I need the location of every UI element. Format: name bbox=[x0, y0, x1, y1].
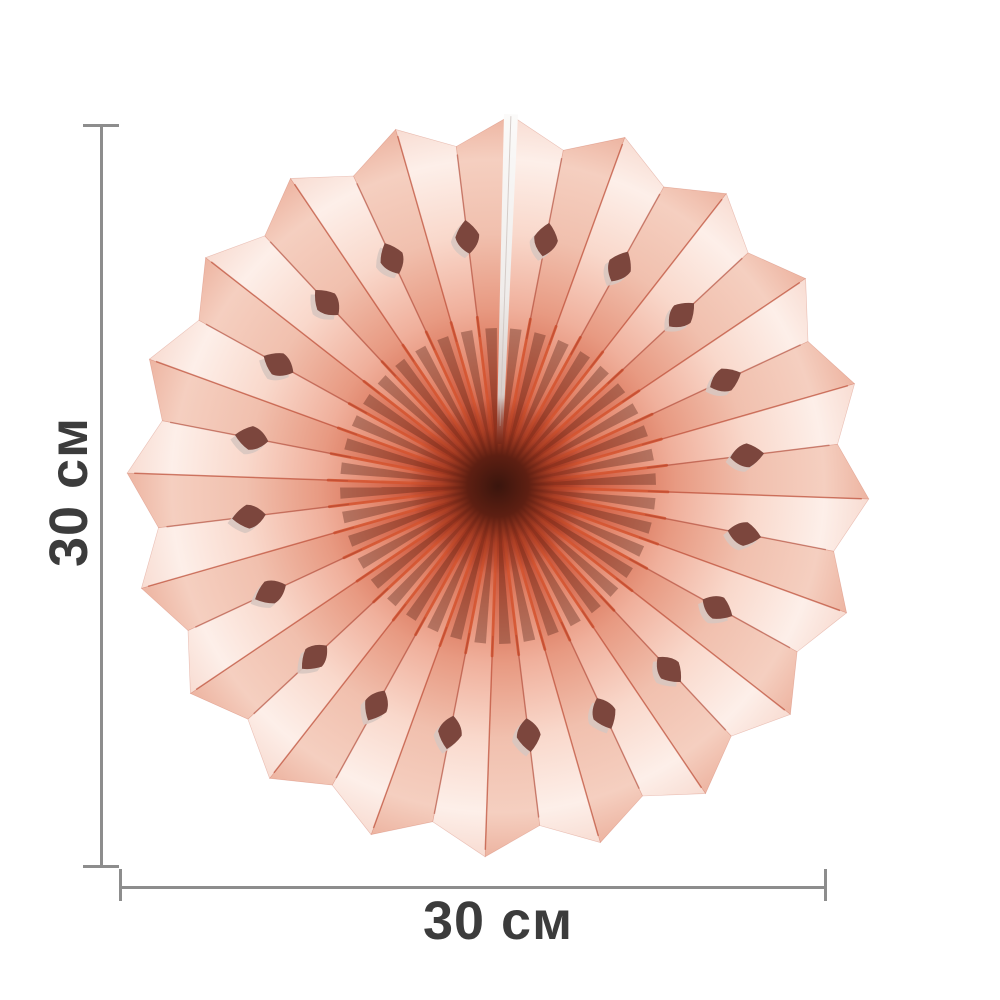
fan-center bbox=[410, 398, 586, 574]
fan-hole bbox=[255, 580, 286, 604]
fan-fold-line-outer bbox=[621, 281, 801, 403]
fan-fold-line-outer bbox=[372, 626, 448, 829]
fan-fold-line-outer bbox=[396, 135, 458, 343]
fan-seam-line bbox=[499, 116, 512, 427]
fan-hole bbox=[314, 289, 340, 316]
fan-fold-line-outer bbox=[581, 609, 703, 789]
fan-hole bbox=[455, 220, 480, 254]
fan-hole bbox=[710, 368, 741, 392]
fan-hole bbox=[438, 715, 462, 750]
fan-hole bbox=[301, 644, 328, 670]
fan-hole bbox=[263, 353, 294, 376]
fan-fold-line-outer bbox=[615, 577, 786, 711]
fan-hole bbox=[234, 426, 269, 450]
height-dimension-label: 30 см bbox=[39, 416, 99, 568]
fan-fold-line-outer bbox=[210, 261, 381, 395]
fan-fold-line-outer bbox=[195, 569, 375, 691]
fan-fold-line-outer bbox=[134, 472, 349, 482]
fan-hole bbox=[608, 251, 631, 282]
fan-hole bbox=[232, 504, 266, 529]
fan-fold-line-outer bbox=[484, 635, 494, 850]
fan-hole bbox=[534, 222, 558, 257]
fan-fold-line-outer bbox=[638, 536, 841, 612]
fan-hole bbox=[380, 243, 404, 274]
fan-fold-line-outer bbox=[548, 143, 624, 346]
fan-hole bbox=[592, 698, 616, 729]
fan-hole bbox=[668, 302, 695, 328]
fan-fold-line-outer bbox=[647, 490, 862, 500]
fan-fold-line-outer bbox=[641, 384, 849, 446]
width-dimension-label: 30 см bbox=[422, 891, 574, 951]
fan-fold-line-outer bbox=[589, 198, 723, 369]
fan-hole bbox=[656, 656, 682, 683]
fan-fold-line-outer bbox=[293, 183, 415, 363]
fan-hole bbox=[516, 718, 541, 752]
fan-hole bbox=[730, 443, 764, 468]
fan-fold-line-outer bbox=[273, 603, 407, 774]
fan-hole bbox=[727, 522, 762, 546]
fan-fold-line-outer bbox=[538, 629, 600, 837]
fan-fold-line-outer bbox=[155, 360, 358, 436]
fan-hole bbox=[702, 596, 733, 619]
fan-hole bbox=[365, 690, 388, 721]
fan-fold-line-outer bbox=[147, 526, 355, 588]
